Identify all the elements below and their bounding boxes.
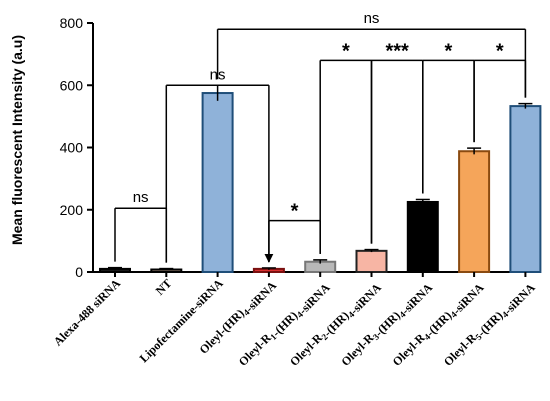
x-tick-label: Oleyl-R1-(HR)4-siRNA <box>236 276 333 373</box>
x-tick-label: Oleyl-R4-(HR)4-siRNA <box>390 276 487 373</box>
x-tick-label: NT <box>153 276 175 298</box>
bar <box>201 92 234 273</box>
significance-label: ns <box>133 189 149 206</box>
significance-label: * <box>342 40 350 62</box>
significance-label: * <box>445 40 453 62</box>
significance-label: * <box>291 201 299 223</box>
bar <box>406 200 439 273</box>
x-tick-label: Oleyl-R3-(HR)4-siRNA <box>338 276 435 373</box>
bars <box>99 84 542 274</box>
x-tick-label: Lipofectamine-siRNA <box>137 276 226 365</box>
bar <box>458 150 491 273</box>
y-axis-label: Mean fluorescent Intensity (a.u) <box>9 35 25 245</box>
y-tick-label: 400 <box>60 140 84 156</box>
significance-label: *** <box>385 40 409 62</box>
bar <box>355 249 388 274</box>
significance-label: ns <box>364 10 380 27</box>
y-tick-label: 600 <box>60 77 84 93</box>
bar <box>509 105 542 274</box>
x-tick-label: Oleyl-R5-(HR)4-siRNA <box>441 276 538 373</box>
y-tick-label: 800 <box>60 15 84 31</box>
x-ticks: Alexa-488 siRNA NTLipofectamine-siRNAOley… <box>51 272 538 373</box>
x-tick-label: Oleyl-R2-(HR)4-siRNA <box>287 276 384 373</box>
y-tick-label: 0 <box>75 264 83 280</box>
y-tick-label: 200 <box>60 202 84 218</box>
x-tick-label: Alexa-488 siRNA <box>51 276 124 349</box>
y-ticks: 0 200 400 600 800 <box>60 15 93 280</box>
significance-label: * <box>496 40 504 62</box>
